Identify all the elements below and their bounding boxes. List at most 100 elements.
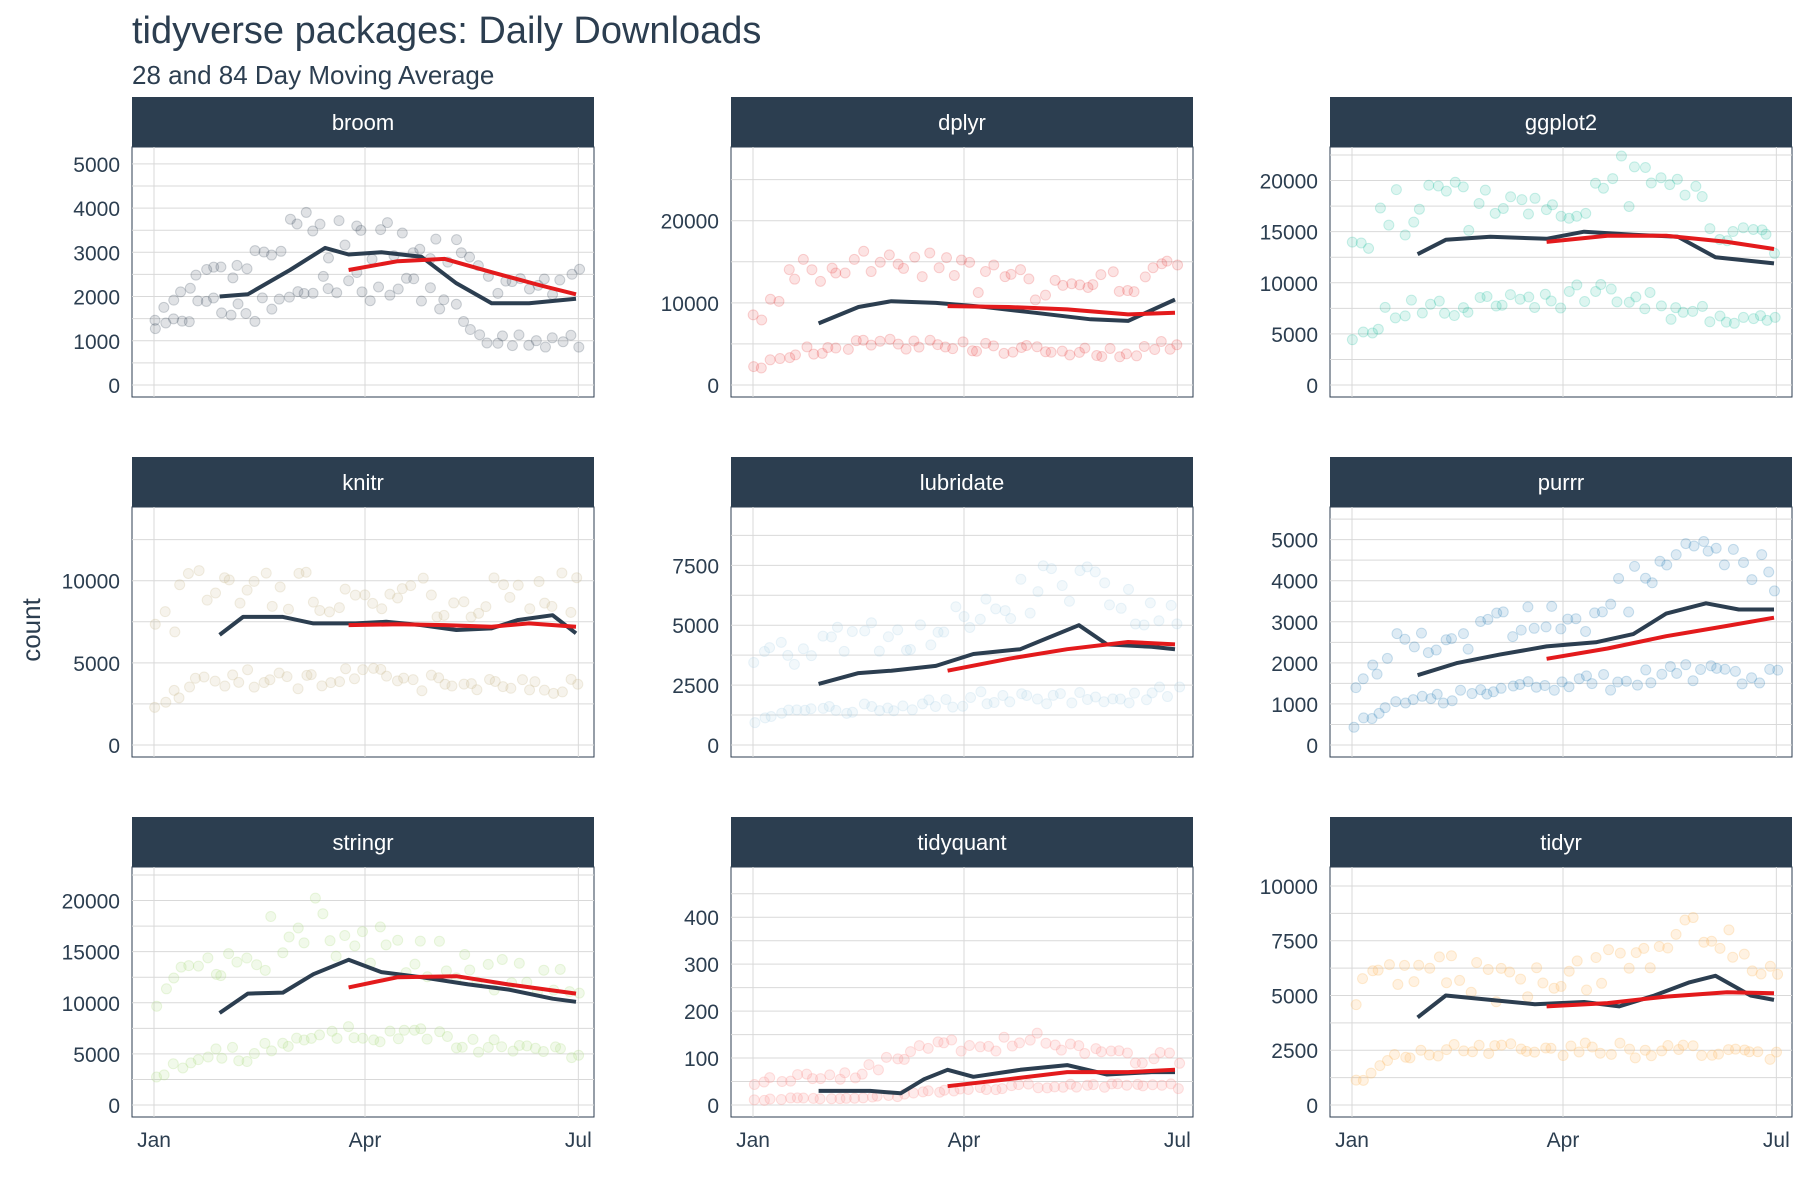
data-point bbox=[348, 673, 360, 685]
data-point bbox=[1446, 633, 1458, 645]
data-point bbox=[322, 252, 334, 264]
data-point bbox=[863, 1059, 875, 1071]
data-point bbox=[158, 301, 170, 313]
data-point bbox=[1007, 346, 1019, 358]
data-point bbox=[839, 267, 851, 279]
data-point bbox=[1515, 624, 1527, 636]
data-point bbox=[1614, 947, 1626, 959]
data-point bbox=[467, 1033, 479, 1045]
data-point bbox=[972, 287, 984, 299]
data-point bbox=[1392, 978, 1404, 990]
data-point bbox=[1413, 203, 1425, 215]
y-tick-label: 5000 bbox=[73, 154, 120, 177]
data-point bbox=[1112, 1078, 1124, 1090]
data-point bbox=[1433, 951, 1445, 963]
data-point bbox=[368, 1034, 380, 1046]
data-point bbox=[1539, 680, 1551, 692]
data-point bbox=[905, 1046, 917, 1058]
data-point bbox=[882, 702, 894, 714]
data-point bbox=[488, 1034, 500, 1046]
data-point bbox=[1474, 292, 1486, 304]
data-point bbox=[233, 676, 245, 688]
data-point bbox=[1515, 973, 1527, 985]
data-point bbox=[1628, 161, 1640, 173]
data-point bbox=[791, 1092, 803, 1104]
data-point bbox=[990, 603, 1002, 615]
data-point bbox=[1367, 659, 1379, 671]
data-point bbox=[339, 239, 351, 251]
y-tick-label: 2000 bbox=[73, 287, 120, 310]
data-point bbox=[451, 234, 463, 246]
data-point bbox=[1416, 307, 1428, 319]
data-point bbox=[950, 601, 962, 613]
data-point bbox=[349, 589, 361, 601]
data-point bbox=[331, 287, 343, 299]
data-point bbox=[448, 597, 460, 609]
data-point bbox=[256, 292, 268, 304]
data-point bbox=[1087, 279, 1099, 291]
data-point bbox=[874, 705, 886, 717]
data-point bbox=[1687, 912, 1699, 924]
data-point bbox=[546, 600, 558, 612]
data-point bbox=[292, 683, 304, 695]
data-point bbox=[550, 1041, 562, 1053]
data-point bbox=[1473, 1039, 1485, 1051]
data-point bbox=[1580, 207, 1592, 219]
data-point bbox=[298, 1034, 310, 1046]
data-point bbox=[1665, 313, 1677, 325]
data-point bbox=[459, 948, 471, 960]
ma28-line-ggplot2 bbox=[1416, 229, 1775, 266]
data-point bbox=[816, 347, 828, 359]
data-point bbox=[988, 259, 1000, 271]
strip-label-tidyr: tidyr bbox=[1540, 830, 1582, 855]
data-point bbox=[1171, 618, 1183, 630]
data-point bbox=[1481, 291, 1493, 303]
data-point bbox=[219, 572, 231, 584]
data-point bbox=[1106, 1078, 1118, 1090]
data-point bbox=[988, 340, 1000, 352]
data-point bbox=[1563, 681, 1575, 693]
data-point bbox=[168, 294, 180, 306]
data-point bbox=[1623, 296, 1635, 308]
data-point bbox=[317, 908, 329, 920]
data-point bbox=[1425, 693, 1437, 705]
data-point bbox=[904, 643, 916, 655]
data-point bbox=[281, 671, 293, 683]
data-point bbox=[980, 1084, 992, 1096]
data-point bbox=[258, 246, 270, 258]
data-point bbox=[571, 572, 583, 584]
facet-purrr: purrr 0 1000 2000 3000 4000 5000 bbox=[1271, 457, 1793, 758]
data-point bbox=[1754, 677, 1766, 689]
data-point bbox=[355, 224, 367, 236]
data-point bbox=[997, 689, 1009, 701]
data-point bbox=[322, 283, 334, 295]
data-point bbox=[1090, 1043, 1102, 1055]
data-point bbox=[1400, 697, 1412, 709]
data-point bbox=[1555, 980, 1567, 992]
data-point bbox=[1408, 976, 1420, 988]
data-point bbox=[1454, 974, 1466, 986]
data-point bbox=[1391, 628, 1403, 640]
data-point bbox=[331, 1032, 343, 1044]
data-point bbox=[192, 295, 204, 307]
data-point bbox=[158, 1069, 170, 1081]
data-point bbox=[198, 671, 210, 683]
data-point bbox=[424, 282, 436, 294]
data-point bbox=[1031, 693, 1043, 705]
data-point bbox=[1624, 1043, 1636, 1055]
data-point bbox=[241, 952, 253, 964]
data-point bbox=[1103, 599, 1115, 611]
data-point bbox=[292, 922, 304, 934]
data-point bbox=[947, 343, 959, 355]
data-point bbox=[1531, 962, 1543, 974]
data-point bbox=[1737, 222, 1749, 234]
data-point bbox=[497, 681, 509, 693]
data-point bbox=[1357, 1074, 1369, 1086]
data-point bbox=[1507, 631, 1519, 643]
data-point bbox=[496, 1041, 508, 1053]
data-point bbox=[1366, 327, 1378, 339]
data-point bbox=[307, 596, 319, 608]
data-point bbox=[572, 678, 584, 690]
data-point bbox=[1515, 1043, 1527, 1055]
data-point bbox=[1489, 207, 1501, 219]
